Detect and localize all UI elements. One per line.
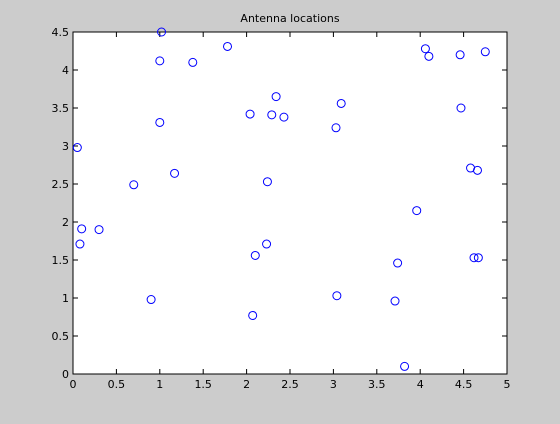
data-point [332,291,342,301]
x-tick-label: 1 [156,378,163,391]
data-point [420,44,430,54]
data-point [267,110,277,120]
data-point [155,117,165,127]
data-point [424,51,434,61]
data-point [146,295,156,305]
y-tick-label: 2.5 [52,178,70,191]
chart-title: Antenna locations [240,12,339,25]
data-point [188,57,198,67]
data-point [472,165,482,175]
data-points [72,27,490,371]
x-tick-label: 4.5 [455,378,473,391]
data-point [77,224,87,234]
y-tick-label: 0 [62,368,69,381]
y-tick-label: 0.5 [52,330,70,343]
data-point [250,250,260,260]
data-point [331,123,341,133]
data-point [456,103,466,113]
x-axis-ticks: 0 0.5 1 1.5 2 2.5 3 3.5 4 4.5 5 [70,32,511,391]
data-point [262,239,272,249]
data-point [455,50,465,60]
data-point [480,47,490,57]
x-tick-label: 2.5 [281,378,299,391]
y-tick-label: 1 [62,292,69,305]
y-tick-label: 4 [62,64,69,77]
data-point [412,206,422,216]
x-tick-label: 1.5 [194,378,212,391]
data-point [129,180,139,190]
data-point [72,143,82,153]
y-tick-label: 1.5 [52,254,70,267]
x-tick-label: 0.5 [108,378,126,391]
plot-area [73,32,507,374]
data-point [245,109,255,119]
data-point [223,41,233,51]
x-tick-label: 5 [504,378,511,391]
data-point [279,112,289,122]
data-point [400,361,410,371]
x-tick-label: 0 [70,378,77,391]
x-tick-label: 3 [330,378,337,391]
y-tick-label: 3 [62,140,69,153]
data-point [393,258,403,268]
y-tick-label: 4.5 [52,26,70,39]
data-point [94,225,104,235]
y-tick-label: 2 [62,216,69,229]
x-tick-label: 2 [243,378,250,391]
data-point [262,177,272,187]
data-point [473,253,483,263]
y-axis-ticks: 0 0.5 1 1.5 2 2.5 3 3.5 4 4.5 [52,26,507,381]
data-point [75,239,85,249]
data-point [469,253,479,263]
data-point [390,296,400,306]
x-tick-label: 4 [417,378,424,391]
x-tick-label: 3.5 [368,378,386,391]
y-tick-label: 3.5 [52,102,70,115]
data-point [157,27,167,37]
data-point [336,98,346,108]
data-point [170,168,180,178]
data-point [271,92,281,102]
data-point [248,310,258,320]
data-point [155,56,165,66]
